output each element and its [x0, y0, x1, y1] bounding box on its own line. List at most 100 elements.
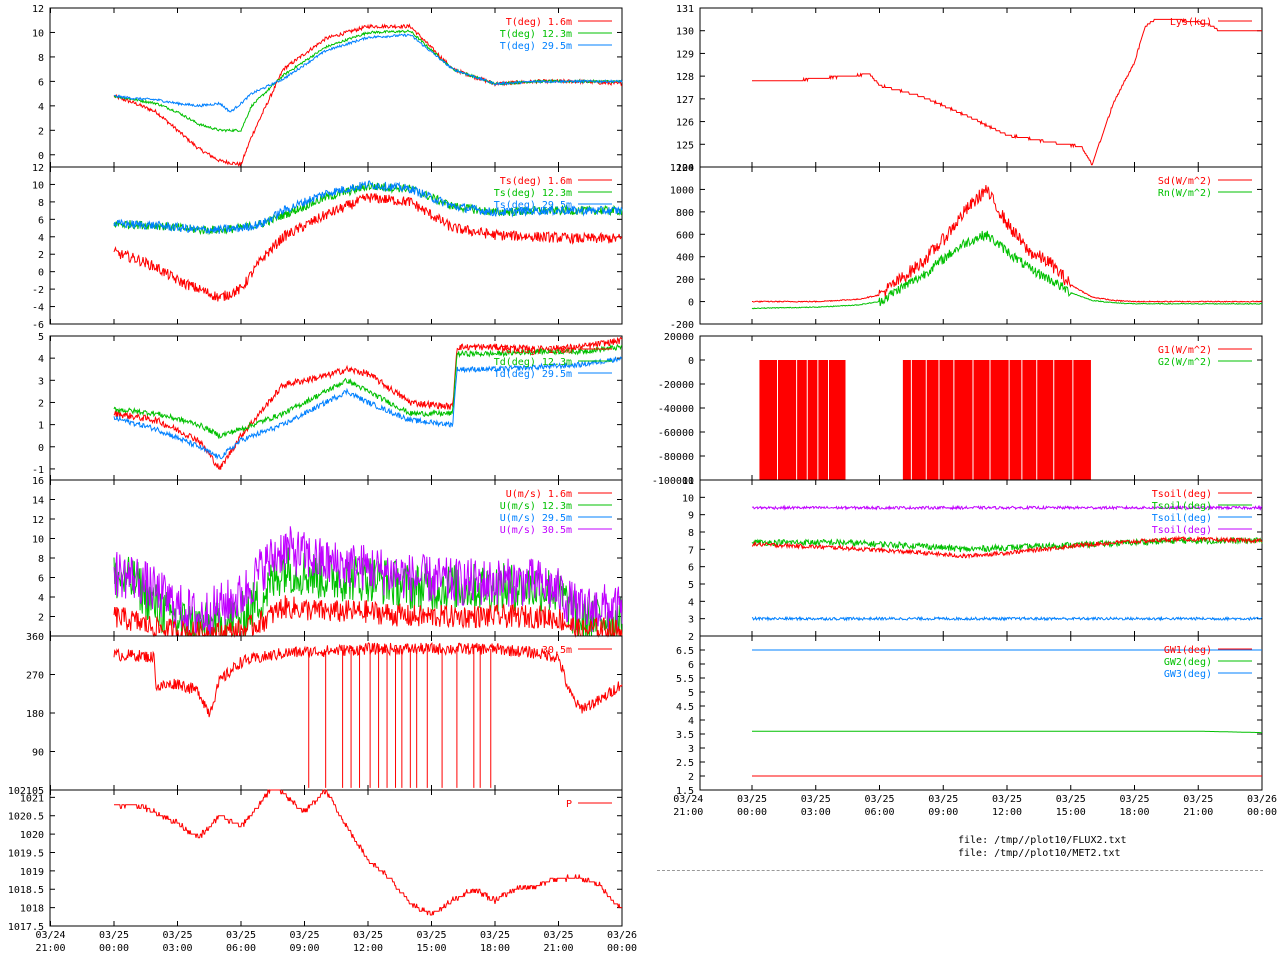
ytick-label: 2 [38, 398, 44, 409]
xtick-label: 03/25 [543, 930, 573, 941]
legend-label: Td(deg) 12.3m [494, 357, 572, 368]
legend-label: T(deg) 29.5m [500, 41, 572, 52]
legend-label: GW1(deg) [1164, 645, 1212, 656]
xtick-label: 18:00 [480, 943, 510, 954]
ytick-label: 1019 [20, 867, 44, 878]
xtick-label: 03:00 [162, 943, 192, 954]
xtick-label: 15:00 [416, 943, 446, 954]
ytick-label: 12 [32, 515, 44, 526]
plot-frame-left-6 [49, 789, 623, 927]
ytick-label: 16 [32, 476, 44, 487]
ytick-label: 1.5 [676, 786, 694, 797]
legend-label: GW3(deg) [1164, 669, 1212, 680]
xtick-label: 03/26 [1247, 794, 1277, 805]
legend-label: Tsoil(deg) [1152, 525, 1212, 536]
series-line [113, 29, 623, 133]
xtick-label: 18:00 [1119, 807, 1149, 818]
legend-label: Ts(deg) 1.6m [500, 176, 572, 187]
ytick-label: 4.5 [676, 702, 694, 713]
ytick-label: 5 [38, 332, 44, 343]
ytick-label: 12 [32, 163, 44, 174]
xtick-label: 00:00 [99, 943, 129, 954]
ytick-label: 0 [38, 151, 44, 162]
ytick-label: 127 [676, 95, 694, 106]
ytick-label: 6.5 [676, 646, 694, 657]
legend-label: Ts(deg) 29.5m [494, 200, 572, 211]
xtick-label: 00:00 [1247, 807, 1277, 818]
ytick-label: 125 [676, 140, 694, 151]
ytick-label: 4 [688, 716, 694, 727]
ytick-label: 90 [32, 748, 44, 759]
xtick-label: 03/25 [289, 930, 319, 941]
xtick-label: 03/25 [1183, 794, 1213, 805]
series-line [113, 642, 623, 718]
legend-label: G1(W/m^2) [1158, 345, 1212, 356]
ytick-label: 1000 [670, 185, 694, 196]
legend-label: U(m/s) 12.3m [500, 501, 572, 512]
ytick-label: 1019.5 [8, 848, 44, 859]
ytick-label: 0 [688, 298, 694, 309]
ytick-label: 2 [688, 772, 694, 783]
series-line [752, 184, 1262, 303]
legend-label: Rn(W/m^2) [1158, 188, 1212, 199]
ytick-label: 400 [676, 253, 694, 264]
series-line [113, 526, 623, 635]
ytick-label: -2 [32, 285, 44, 296]
xtick-label: 03/25 [864, 794, 894, 805]
ytick-label: 5 [688, 580, 694, 591]
ytick-label: -60000 [658, 428, 694, 439]
legend-label: P [566, 799, 572, 810]
ytick-label: -200 [670, 320, 694, 331]
ytick-label: 10 [32, 28, 44, 39]
series-line [114, 789, 622, 916]
ytick-label: 128 [676, 72, 694, 83]
legend-label: Td(deg) 1.6m [500, 345, 572, 356]
xtick-label: 03/25 [992, 794, 1022, 805]
xtick-label: 21:00 [1183, 807, 1213, 818]
ytick-label: 5 [688, 688, 694, 699]
file-list: file: /tmp//plot10/FLUX2.txt file: /tmp//… [958, 834, 1127, 860]
ytick-label: 4 [688, 597, 694, 608]
ytick-label: 1 [38, 421, 44, 432]
ytick-label: 8 [38, 198, 44, 209]
ytick-label: 1200 [670, 163, 694, 174]
xtick-label: 03/25 [480, 930, 510, 941]
xtick-label: 03:00 [801, 807, 831, 818]
series-line [113, 180, 623, 235]
xtick-label: 03/25 [1056, 794, 1086, 805]
legend-label: Lys(kg) [1170, 17, 1212, 28]
bar-block [902, 360, 1091, 480]
ytick-label: 131 [676, 4, 694, 15]
ytick-label: -1 [32, 465, 44, 476]
xtick-label: 15:00 [1056, 807, 1086, 818]
xtick-label: 21:00 [35, 943, 65, 954]
ytick-label: 270 [26, 671, 44, 682]
ytick-label: 124 [676, 163, 694, 174]
series-line [752, 17, 1262, 166]
legend-label: Td(deg) 29.5m [494, 369, 572, 380]
xtick-label: 06:00 [226, 943, 256, 954]
xtick-label: 06:00 [864, 807, 894, 818]
ytick-label: 2.5 [676, 758, 694, 769]
xtick-label: 03/25 [162, 930, 192, 941]
ytick-label: 129 [676, 49, 694, 60]
series-line [113, 344, 623, 440]
series-line [751, 535, 1263, 560]
ytick-label: 20000 [664, 332, 694, 343]
ytick-label: 1020.5 [8, 812, 44, 823]
xtick-label: 03/25 [416, 930, 446, 941]
plot-frame-right-2 [699, 166, 1263, 325]
ytick-label: 12 [32, 4, 44, 15]
xtick-label: 03/25 [1119, 794, 1149, 805]
xtick-label: 03/25 [928, 794, 958, 805]
ytick-label: 10 [682, 493, 694, 504]
series-line [113, 356, 623, 460]
xtick-label: 03/24 [673, 794, 703, 805]
ytick-label: 0 [688, 356, 694, 367]
ytick-label: -4 [32, 303, 44, 314]
legend-label: 30.5m [542, 645, 572, 656]
legend-label: U(m/s) 29.5m [500, 513, 572, 524]
ytick-label: 8 [38, 554, 44, 565]
ytick-label: 10 [32, 535, 44, 546]
